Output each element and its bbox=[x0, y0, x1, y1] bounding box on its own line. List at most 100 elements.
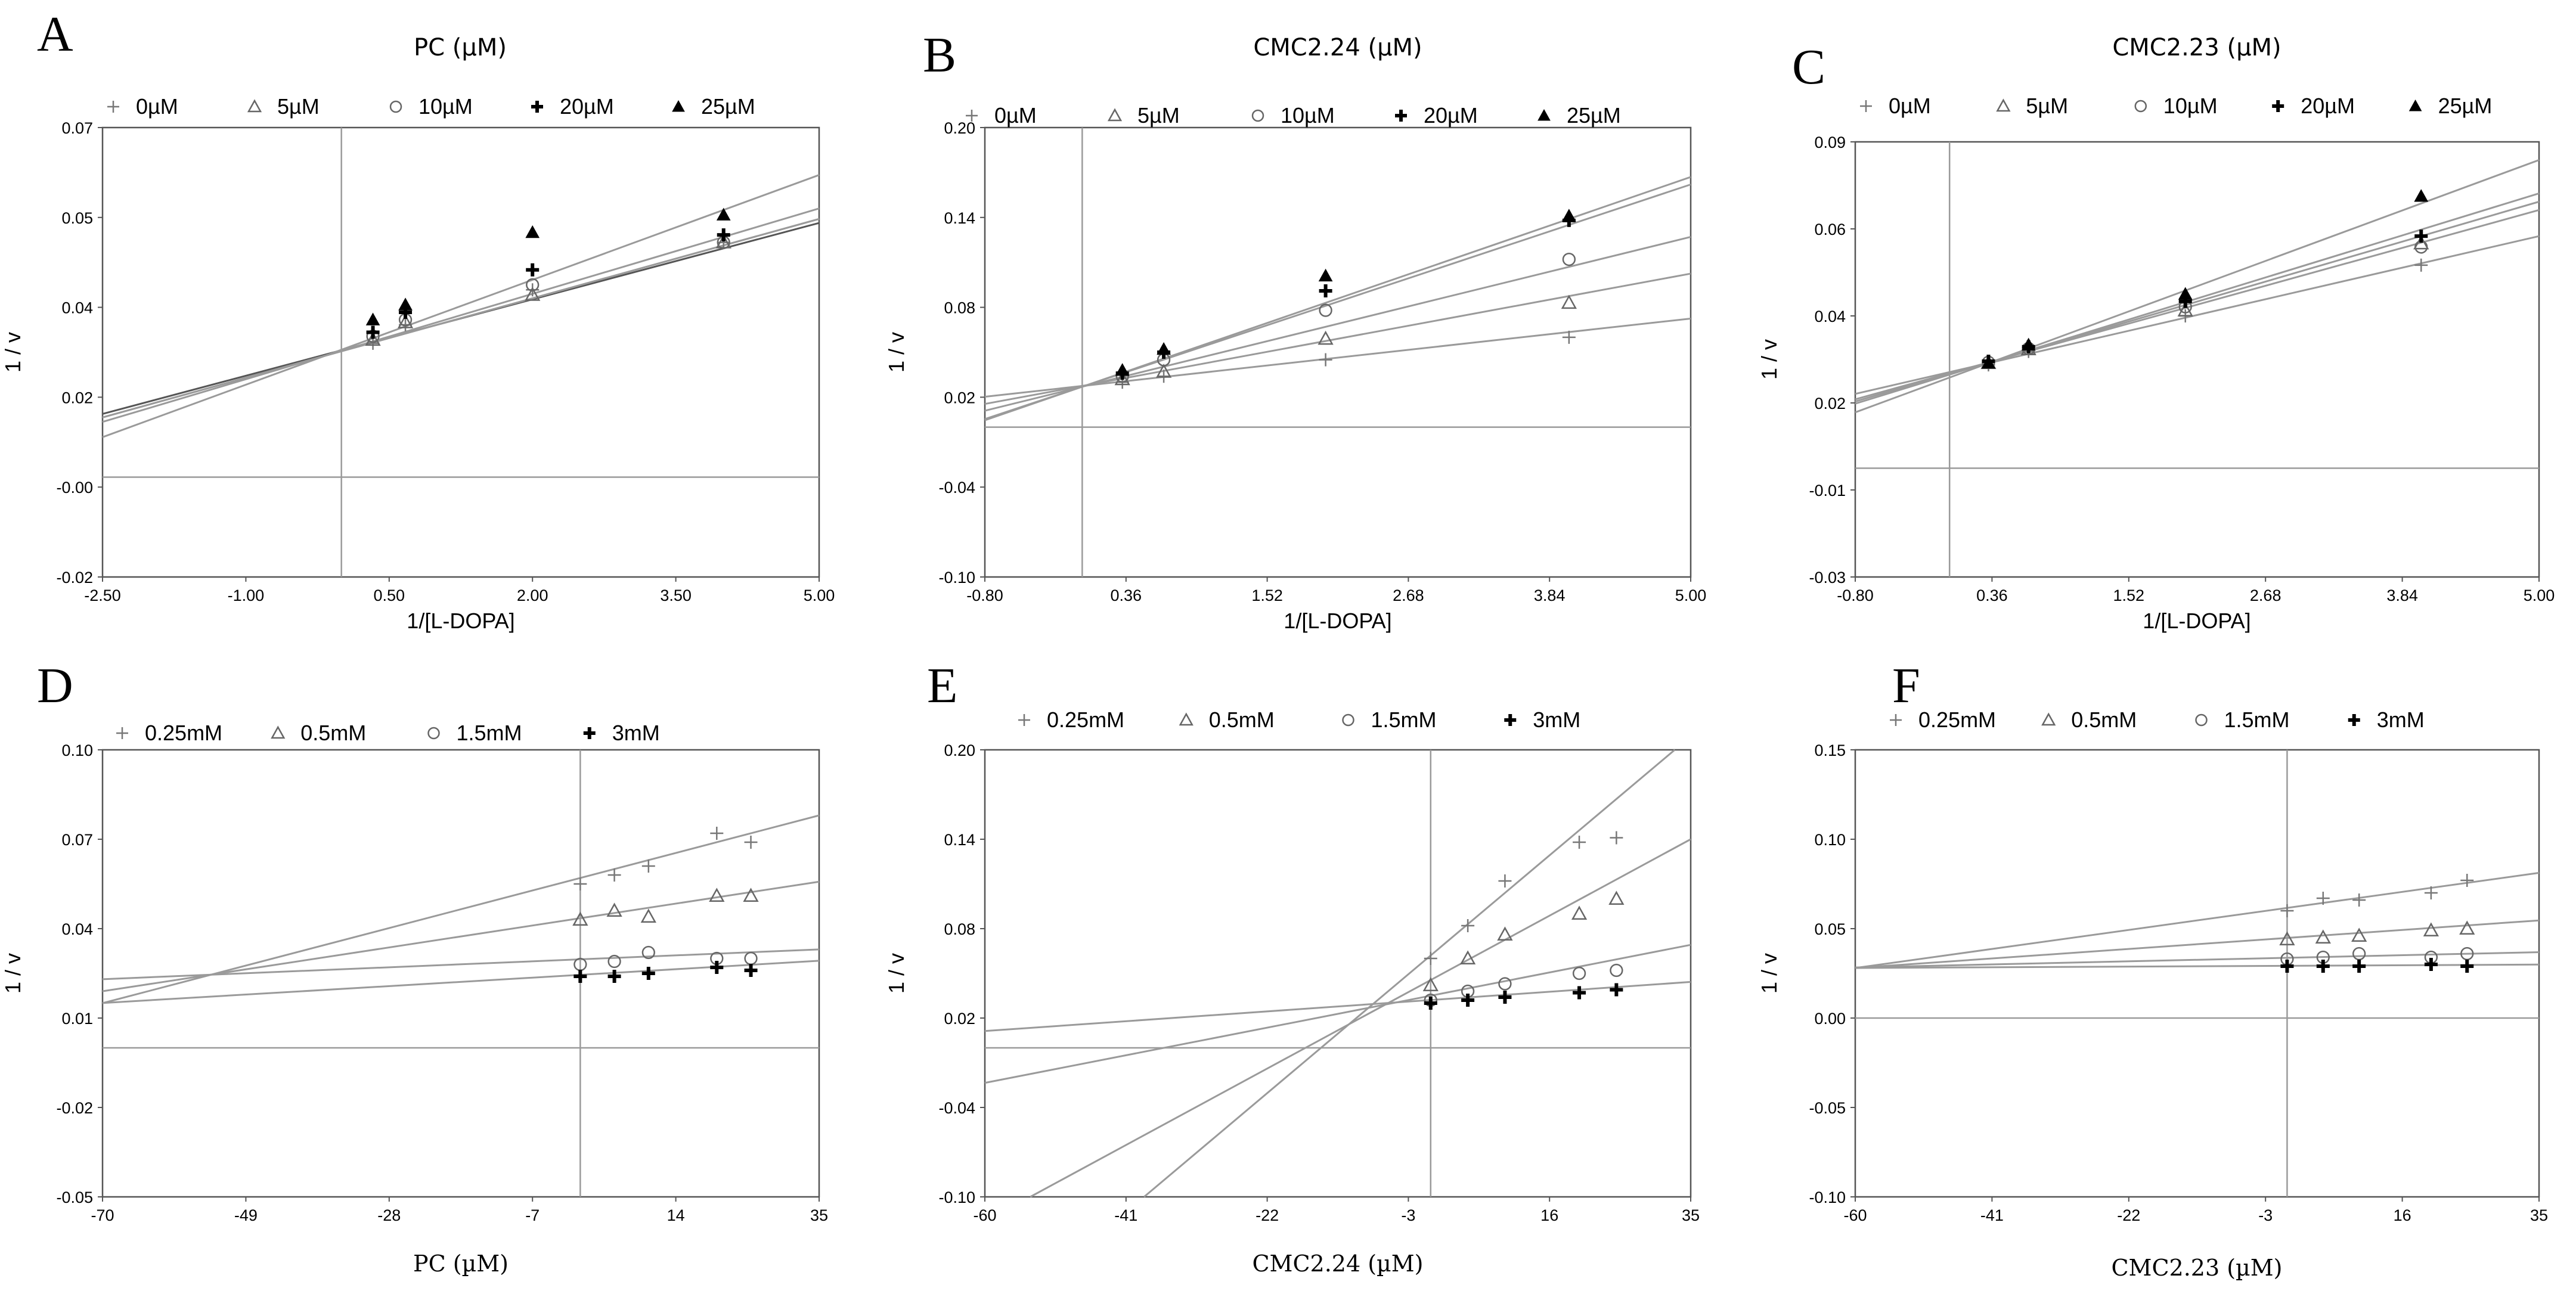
panel-title: PC (µM) bbox=[414, 34, 507, 61]
legend-marker bbox=[2041, 712, 2056, 726]
panel-c: C CMC2.23 (µM) -0.80 0.36 1.52 2.68 3.84 5.00 -0… bbox=[1757, 34, 2555, 633]
regression-line bbox=[984, 944, 1691, 1084]
legend-label: 25µM bbox=[1567, 103, 1621, 128]
legend-marker bbox=[2272, 100, 2284, 112]
legend-label: 20µM bbox=[2301, 94, 2355, 118]
y-axis-title: 1 / v bbox=[1757, 953, 1781, 994]
y-tick-label: -0.05 bbox=[1809, 1099, 1846, 1117]
data-point bbox=[366, 325, 380, 339]
legend-marker bbox=[1251, 109, 1264, 122]
data-point bbox=[1610, 963, 1623, 978]
x-tick-label: 2.00 bbox=[517, 587, 548, 604]
data-point bbox=[710, 827, 724, 840]
data-point bbox=[709, 888, 725, 902]
plot-frame bbox=[101, 749, 820, 1198]
legend-label: 20µM bbox=[1424, 103, 1478, 128]
x-tick-label: 5.00 bbox=[804, 587, 835, 604]
x-tick-label: -41 bbox=[1114, 1206, 1137, 1224]
regression-line bbox=[102, 814, 820, 1004]
data-point bbox=[1157, 342, 1171, 355]
legend-label: 20µM bbox=[560, 94, 614, 119]
x-tick-label: 5.00 bbox=[1675, 587, 1707, 604]
data-point bbox=[572, 911, 588, 926]
data-point bbox=[525, 287, 541, 301]
panel-letter: C bbox=[1792, 39, 1825, 95]
plot-frame bbox=[984, 126, 1692, 578]
legend-marker bbox=[2195, 713, 2208, 727]
x-tick-label: -70 bbox=[91, 1206, 114, 1224]
legend-label: 5µM bbox=[1137, 103, 1180, 128]
legend-marker bbox=[2134, 100, 2147, 113]
y-tick-label: 0.09 bbox=[1814, 134, 1846, 151]
legend-marker bbox=[1996, 98, 2011, 112]
legend-label: 10µM bbox=[1281, 103, 1335, 128]
y-tick-label: -0.01 bbox=[1809, 482, 1846, 499]
data-point bbox=[1461, 919, 1475, 932]
data-point bbox=[2459, 920, 2475, 935]
data-point bbox=[743, 888, 759, 902]
data-point bbox=[607, 970, 621, 983]
legend-marker bbox=[427, 727, 440, 740]
x-tick-label: 3.84 bbox=[2386, 587, 2418, 604]
panel-title: CMC2.24 (µM) bbox=[1253, 34, 1422, 61]
panel-letter: E bbox=[927, 658, 957, 713]
data-point bbox=[2352, 893, 2366, 907]
data-point bbox=[1562, 253, 1576, 266]
regression-line bbox=[1143, 749, 1676, 1198]
data-point bbox=[1157, 370, 1171, 383]
legend-marker bbox=[1018, 714, 1030, 726]
x-tick-label: -41 bbox=[1980, 1206, 2004, 1224]
data-point bbox=[366, 336, 380, 350]
data-point bbox=[2460, 960, 2474, 973]
panel-letter: B bbox=[923, 27, 956, 83]
x-tick-label: 14 bbox=[667, 1206, 685, 1224]
legend-marker bbox=[116, 727, 128, 739]
y-tick-label: 0.10 bbox=[61, 741, 93, 759]
data-point bbox=[398, 297, 413, 311]
data-point bbox=[1562, 330, 1576, 344]
legend-marker bbox=[1504, 714, 1517, 726]
y-axis-title: 1 / v bbox=[1, 332, 25, 373]
data-point bbox=[526, 263, 540, 277]
data-point bbox=[526, 278, 540, 292]
plot-frame bbox=[101, 126, 820, 578]
data-point bbox=[744, 964, 758, 977]
x-axis-title: CMC2.23 (µM) bbox=[2111, 1255, 2282, 1281]
x-tick-label: -2.50 bbox=[84, 587, 121, 604]
x-tick-label: 35 bbox=[810, 1206, 828, 1224]
data-point bbox=[1498, 874, 1512, 888]
data-point bbox=[1981, 356, 1996, 369]
data-point bbox=[640, 908, 656, 923]
data-point bbox=[2460, 874, 2474, 887]
y-axis-title: 1 / v bbox=[884, 953, 909, 994]
data-point bbox=[1318, 330, 1334, 345]
y-tick-label: 0.02 bbox=[944, 389, 975, 407]
regression-line bbox=[102, 174, 820, 438]
panel-e: E -60 -41 -22 -3 16 35 -0.10 -0.04 0.02 0.08 0.14 0.… bbox=[884, 658, 1700, 1277]
legend-marker bbox=[966, 110, 978, 122]
regression-line bbox=[984, 317, 1691, 398]
legend-marker bbox=[1890, 714, 1902, 726]
y-tick-label: -0.04 bbox=[938, 1099, 975, 1117]
y-tick-label: -0.05 bbox=[56, 1189, 93, 1206]
legend-label: 0µM bbox=[994, 103, 1037, 128]
y-tick-label: -0.10 bbox=[1809, 1189, 1846, 1206]
regression-line bbox=[1855, 871, 2540, 969]
data-point bbox=[716, 207, 731, 221]
legend-marker bbox=[1395, 110, 1407, 122]
data-point bbox=[365, 312, 380, 325]
y-tick-label: 0.02 bbox=[944, 1010, 975, 1028]
data-point bbox=[2280, 960, 2294, 973]
x-tick-label: -3 bbox=[1401, 1206, 1415, 1224]
data-point bbox=[2352, 960, 2366, 973]
x-tick-label: -7 bbox=[525, 1206, 540, 1224]
legend-label: 5µM bbox=[2026, 94, 2068, 118]
x-tick-label: 16 bbox=[1540, 1206, 1558, 1224]
y-tick-label: 0.15 bbox=[1814, 741, 1846, 759]
data-point bbox=[606, 902, 622, 917]
panel-letter: F bbox=[1892, 658, 1920, 713]
regression-line bbox=[1855, 192, 2540, 405]
y-tick-label: 0.01 bbox=[61, 1010, 93, 1028]
legend-marker bbox=[107, 101, 119, 113]
x-tick-label: -0.80 bbox=[1837, 587, 1874, 604]
